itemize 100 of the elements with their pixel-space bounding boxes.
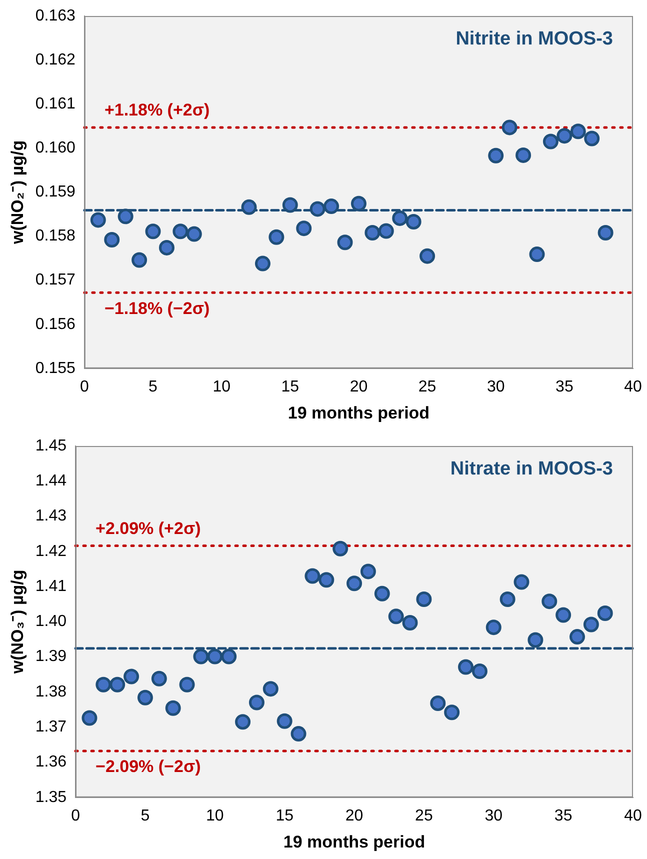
point	[332, 540, 348, 556]
point	[235, 714, 251, 730]
point	[360, 564, 376, 580]
y-tick-label: 1.41	[35, 578, 67, 595]
y-tick-label: 0.162	[35, 51, 76, 68]
y-tick-label: 0.157	[35, 272, 76, 289]
x-tick-label: 40	[624, 807, 642, 824]
point	[193, 648, 209, 664]
point	[500, 591, 516, 607]
ref-line-label: +1.18% (+2σ)	[104, 100, 210, 120]
point	[570, 124, 586, 140]
point	[96, 676, 112, 692]
point	[542, 594, 558, 610]
point	[570, 629, 586, 645]
y-tick-label: 1.40	[35, 613, 67, 630]
point	[444, 704, 460, 720]
x-tick-label: 15	[276, 807, 294, 824]
point	[318, 572, 334, 588]
text: Nitrate in MOOS-3	[450, 458, 613, 480]
x-tick-label: 0	[80, 378, 89, 396]
point	[486, 620, 502, 636]
point	[364, 224, 380, 240]
text: Nitrite in MOOS-3	[456, 28, 613, 50]
point	[276, 713, 292, 729]
point	[137, 690, 153, 706]
y-tick-label: 0.155	[35, 360, 76, 377]
point	[516, 147, 532, 163]
point	[186, 226, 202, 242]
point	[529, 246, 545, 262]
point	[268, 229, 284, 245]
point	[350, 196, 366, 212]
point	[104, 232, 120, 248]
point	[556, 607, 572, 623]
x-axis-title: 19 months period	[288, 403, 430, 422]
x-tick-label: 0	[71, 807, 80, 824]
point	[402, 615, 418, 631]
y-tick-label: 0.156	[35, 316, 76, 333]
point	[488, 148, 504, 164]
point	[378, 223, 394, 239]
ref-line-label: +2.09% (+2σ)	[96, 518, 201, 538]
point	[458, 659, 474, 675]
y-tick-label: 1.42	[35, 542, 67, 560]
x-tick-label: 25	[418, 378, 436, 396]
y-tick-label: 0.158	[35, 228, 76, 245]
y-tick-label: 1.45	[35, 437, 67, 454]
x-axis-title: 19 months period	[283, 832, 426, 852]
x-tick-label: 15	[281, 378, 300, 396]
point	[388, 608, 404, 624]
y-tick-label: 1.39	[35, 648, 67, 666]
y-tick-label: 0.159	[35, 184, 76, 201]
point	[502, 120, 518, 136]
point	[583, 616, 599, 632]
x-tick-label: 35	[556, 378, 574, 396]
point	[132, 252, 148, 268]
x-tick-label: 25	[415, 807, 433, 824]
y-tick-label: 1.38	[35, 683, 67, 700]
x-tick-label: 5	[148, 378, 158, 396]
point	[346, 576, 362, 592]
point	[158, 240, 174, 256]
point	[310, 201, 326, 217]
point	[165, 700, 181, 716]
point	[145, 224, 161, 240]
point	[151, 670, 167, 686]
x-tick-label: 10	[206, 807, 224, 824]
y-tick-label: 1.36	[35, 754, 67, 771]
ref-line-label: −1.18% (−2σ)	[104, 298, 210, 318]
point	[82, 710, 98, 726]
point	[420, 248, 436, 264]
ref-line-label: −2.09% (−2σ)	[96, 757, 201, 776]
point	[296, 220, 312, 236]
point	[248, 694, 264, 710]
point	[598, 224, 614, 240]
y-tick-label: 1.35	[35, 788, 67, 806]
point	[304, 568, 320, 584]
point	[584, 130, 600, 146]
point	[262, 681, 278, 697]
y-tick-label: 0.160	[35, 140, 76, 157]
y-axis-title: w(NO₂⁻) µg/g	[8, 140, 27, 246]
point	[597, 606, 613, 622]
x-tick-label: 20	[345, 807, 364, 824]
point	[337, 234, 353, 250]
point	[392, 210, 408, 226]
point	[528, 632, 544, 648]
x-tick-label: 30	[486, 378, 505, 396]
point	[430, 695, 446, 711]
x-tick-label: 10	[212, 378, 231, 396]
y-tick-label: 0.161	[35, 96, 76, 113]
point	[556, 128, 572, 144]
x-tick-label: 40	[624, 378, 642, 396]
point	[118, 208, 134, 224]
point	[472, 664, 488, 679]
point	[374, 586, 390, 602]
point	[172, 224, 188, 240]
y-tick-label: 1.43	[35, 508, 67, 525]
point	[416, 591, 432, 607]
point	[90, 212, 106, 228]
point	[324, 198, 340, 214]
point	[290, 726, 306, 742]
point	[254, 256, 270, 272]
y-axis-title: w(NO₃⁻) µg/g	[8, 570, 27, 675]
